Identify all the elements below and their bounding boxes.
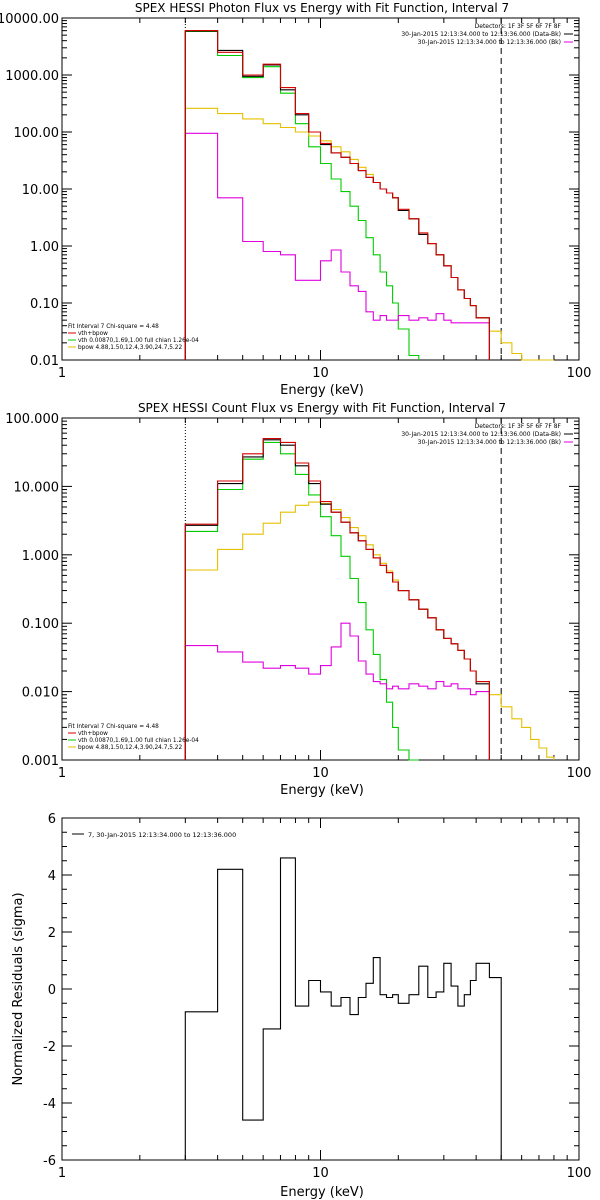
residual-y-tick-label: -4 [43,1097,56,1112]
count-y-tick-label: 1.000 [22,549,59,564]
photon-x-tick-label: 10 [312,366,329,381]
count-flux-content: 1 10 100 100.000 10.000 1.000 0.100 0.010 0.001 D… [5,412,591,781]
residuals-y-label: Normalized Residuals (sigma) [11,892,26,1085]
count-flux-panel: SPEX HESSI Count Flux vs Energy with Fit… [5,401,591,798]
count-series-vth [184,441,419,761]
count-series-bpow [184,501,555,760]
residual-y-tick-label: -2 [43,1040,56,1055]
count-y-tick-label: 100.000 [5,412,59,427]
count-x-tick-label: 100 [567,766,592,781]
photon-flux-panel: SPEX HESSI Photon Flux vs Energy with Fi… [0,1,591,398]
residual-y-tick-label: 4 [48,869,56,884]
count-series-vth-bpow [184,438,490,760]
photon-legend-top-label: 30-Jan-2015 12:13:34.000 to 12:13:36.000… [418,39,561,46]
count-y-tick-label: 10.000 [14,480,60,495]
photon-y-tick-label: 0.01 [30,354,59,369]
photon-x-tick-label: 100 [567,366,592,381]
photon-series-data-bk [184,30,490,360]
residual-x-tick-label: 1 [58,1166,66,1181]
residuals-content: 1 10 100 6 4 2 0 -2 -4 -6 7, 30-Jan-2015 12:13:34.… [43,812,591,1181]
count-y-tick-label: 0.100 [22,617,59,632]
photon-series-vth [184,30,420,360]
residual-series-7-30-jan-2015-12-13-34-000-to-12-13-36-000 [184,857,502,1160]
photon-legend-bottom-label: bpow 4.88,1.50,12.4,3.90,24.7,5.22 [78,345,182,351]
count-legend-top-label: 30-Jan-2015 12:13:34.000 to 12:13:36.000… [418,439,561,446]
photon-y-tick-label: 0.10 [30,297,59,312]
count-legend-bottom-label: vth+bpow [78,731,108,737]
count-legend-bottom-label: vth 0.00870,1.69,1.00 full chian 1.26e-0… [78,738,199,744]
count-y-tick-label: 0.010 [22,686,59,701]
residuals-panel: 1 10 100 6 4 2 0 -2 -4 -6 7, 30-Jan-2015 12:13:34.… [11,812,591,1200]
residual-y-tick-label: 0 [48,983,56,998]
photon-series-bpow [184,107,554,361]
count-x-tick-label: 10 [312,766,329,781]
count-flux-title: SPEX HESSI Count Flux vs Energy with Fit… [138,401,506,415]
photon-y-tick-label: 1000.00 [5,69,59,84]
residual-x-tick-label: 100 [567,1166,592,1181]
photon-y-tick-label: 10000.00 [0,12,59,27]
residual-y-tick-label: -6 [43,1154,56,1169]
residual-x-tick-label: 10 [312,1166,329,1181]
photon-flux-title: SPEX HESSI Photon Flux vs Energy with Fi… [135,1,509,15]
photon-y-tick-label: 100.00 [14,126,60,141]
count-legend-bottom-label: Fit Interval 7 Chi-square = 4.48 [68,724,159,730]
photon-legend-top-label: 30-Jan-2015 12:13:34.000 to 12:13:36.000… [401,31,561,38]
count-legend-top-label: Detectors: 1F 3F 5F 6F 7F 8F [475,423,562,430]
count-legend-top-label: 30-Jan-2015 12:13:34.000 to 12:13:36.000… [401,431,561,438]
photon-series-vth-bpow [184,30,490,360]
photon-x-tick-label: 1 [58,366,66,381]
photon-flux-content: 1 10 100 10000.00 1000.00 100.00 10.00 1.00 0.10… [0,12,591,381]
residual-y-tick-label: 2 [48,926,56,941]
photon-legend-top-label: Detectors: 1F 3F 5F 6F 7F 8F [475,23,562,30]
residuals-x-label: Energy (keV) [280,1185,364,1200]
count-series-data-bk [184,439,490,760]
photon-series-bk [184,132,490,360]
photon-legend-bottom-label: Fit Interval 7 Chi-square = 4.48 [68,324,159,330]
photon-legend-bottom-label: vth 0.00870,1.69,1.00 full chian 1.26e-0… [78,338,199,344]
count-legend-bottom-label: bpow 4.88,1.50,12.4,3.90,24.7,5.22 [78,745,182,751]
count-x-tick-label: 1 [58,766,66,781]
residual-legend-label: 7, 30-Jan-2015 12:13:34.000 to 12:13:36.… [88,831,236,839]
photon-legend-bottom-label: vth+bpow [78,331,108,337]
count-flux-x-label: Energy (keV) [280,783,364,798]
count-series-bk [184,622,490,760]
count-y-tick-label: 0.001 [22,754,59,769]
residual-y-tick-label: 6 [48,812,56,827]
photon-y-tick-label: 10.00 [22,183,59,198]
photon-y-tick-label: 1.00 [30,240,59,255]
photon-flux-x-label: Energy (keV) [280,383,364,398]
